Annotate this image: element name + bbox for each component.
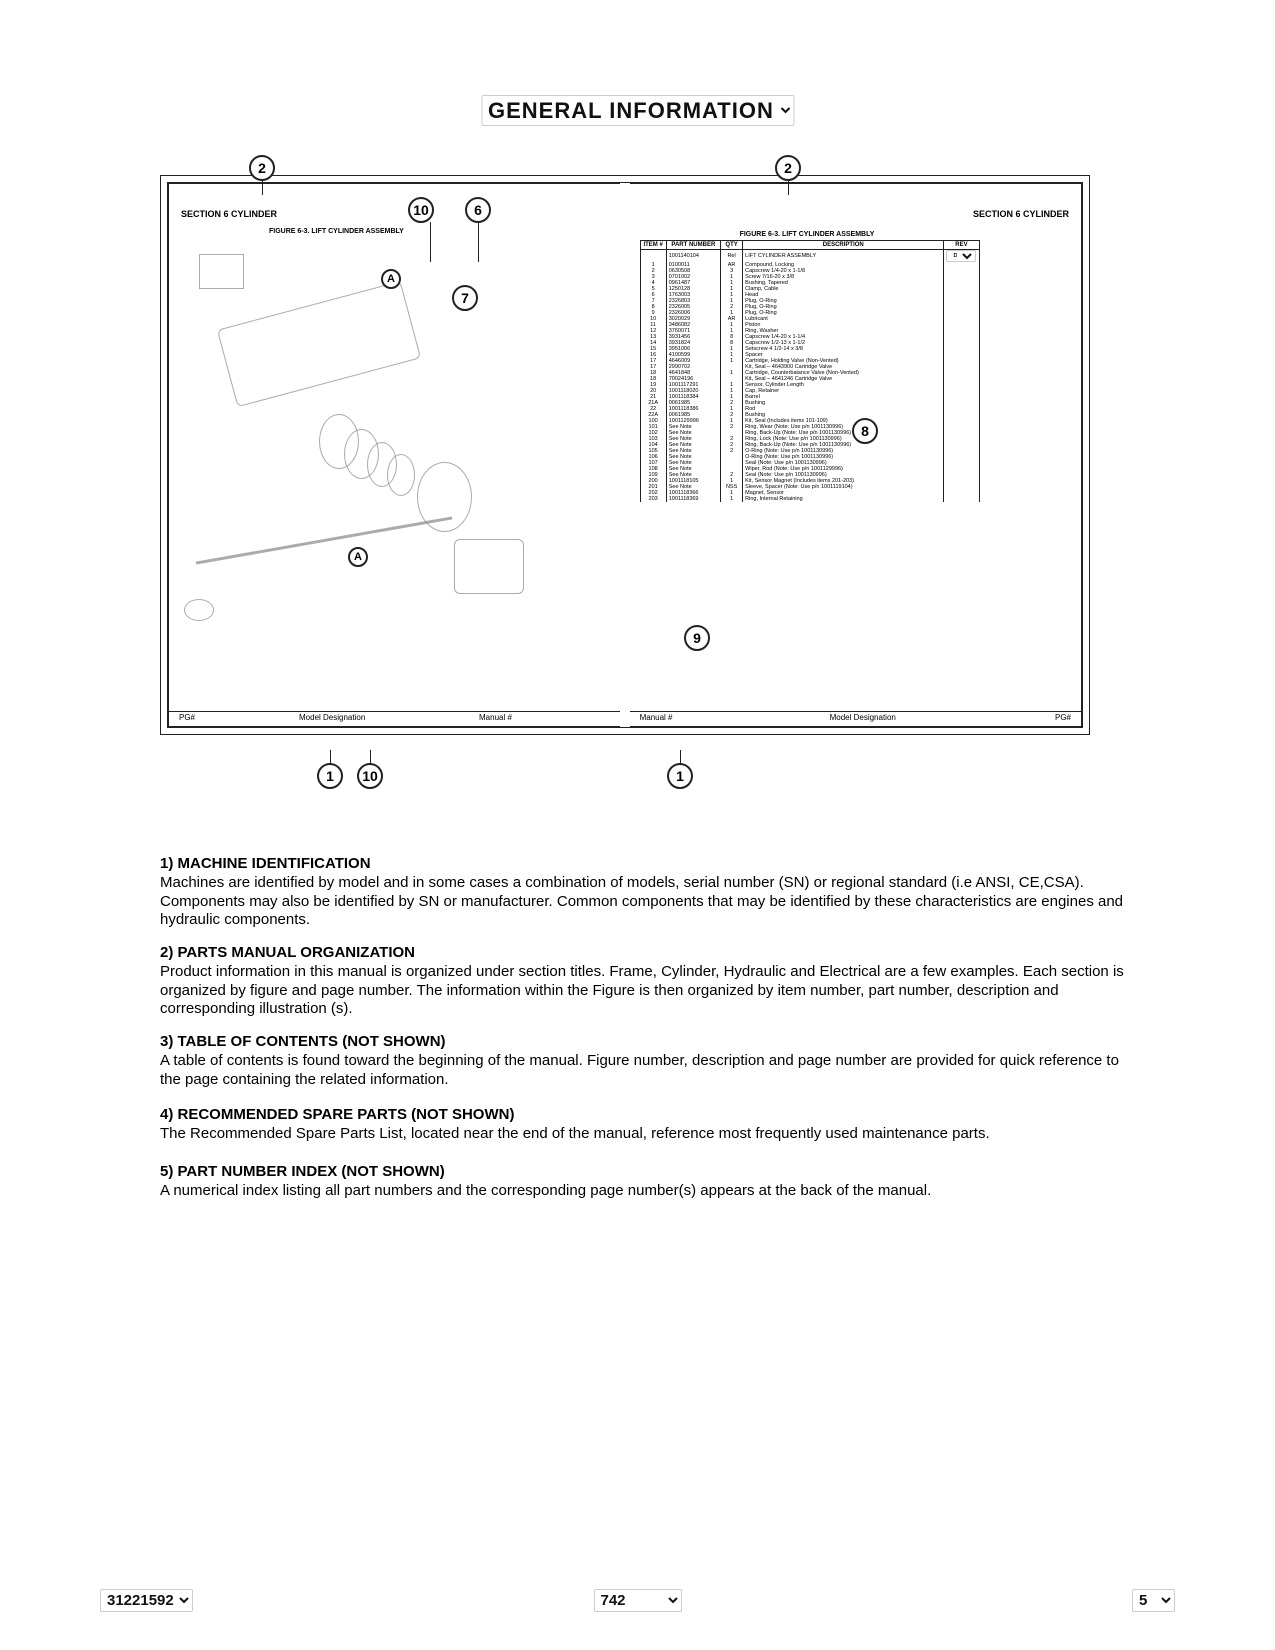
right-footer-manual: Manual # <box>640 713 673 722</box>
callout-2: 2 <box>249 155 275 181</box>
diagram-figure: SECTION 6 CYLINDER FIGURE 6-3. LIFT CYLI… <box>160 175 1090 735</box>
model-dropdown[interactable]: 742740AJ800AJ860SJ1200SJP <box>594 1589 682 1612</box>
parts-header: PART NUMBER <box>666 241 720 250</box>
sketch-eye <box>184 599 214 621</box>
callout-A: A <box>381 269 401 289</box>
section-3: 3) TABLE OF CONTENTS (NOT SHOWN) A table… <box>160 1033 1130 1089</box>
section-4-body: The Recommended Spare Parts List, locate… <box>160 1125 1130 1144</box>
callout-9: 9 <box>684 625 710 651</box>
sketch-box <box>199 254 244 289</box>
left-footer-model: Model Designation <box>299 713 365 722</box>
page-number-dropdown[interactable]: 12345678910 <box>1132 1589 1175 1612</box>
parts-header: REV <box>944 241 979 250</box>
left-footer-manual: Manual # <box>479 713 512 722</box>
parts-table: ITEM #PART NUMBERQTYDESCRIPTIONREV 10011… <box>640 240 980 502</box>
section-1-head: 1) MACHINE IDENTIFICATION <box>160 855 1130 874</box>
page-title-dropdown[interactable]: GENERAL INFORMATIONSECTION 1 FRAMESECTIO… <box>481 95 794 126</box>
left-figure-label: FIGURE 6-3. LIFT CYLINDER ASSEMBLY <box>269 228 404 235</box>
table-row: 20310011183691Ring, Internal Retaining <box>640 496 979 502</box>
table-cell: Ring, Internal Retaining <box>743 496 944 502</box>
section-3-head: 3) TABLE OF CONTENTS (NOT SHOWN) <box>160 1033 1130 1052</box>
callout-2: 2 <box>775 155 801 181</box>
callout-A: A <box>348 547 368 567</box>
callout-1: 1 <box>667 763 693 789</box>
section-3-body: A table of contents is found toward the … <box>160 1052 1130 1090</box>
left-panel: SECTION 6 CYLINDER FIGURE 6-3. LIFT CYLI… <box>168 183 620 727</box>
right-footer-pg: PG# <box>1055 713 1071 722</box>
section-4: 4) RECOMMENDED SPARE PARTS (NOT SHOWN) T… <box>160 1106 1130 1144</box>
callout-10: 10 <box>408 197 434 223</box>
section-1: 1) MACHINE IDENTIFICATION Machines are i… <box>160 855 1130 930</box>
section-5: 5) PART NUMBER INDEX (NOT SHOWN) A numer… <box>160 1163 1130 1201</box>
sketch-ring4 <box>387 454 415 496</box>
sketch-rod <box>196 516 453 564</box>
left-section-heading: SECTION 6 CYLINDER <box>181 209 277 219</box>
section-2-body: Product information in this manual is or… <box>160 963 1130 1019</box>
diagram-inner-frame: SECTION 6 CYLINDER FIGURE 6-3. LIFT CYLI… <box>167 182 1083 728</box>
parts-header: DESCRIPTION <box>743 241 944 250</box>
sketch-hub <box>454 539 524 594</box>
section-5-head: 5) PART NUMBER INDEX (NOT SHOWN) <box>160 1163 1130 1182</box>
parts-header: ITEM # <box>640 241 666 250</box>
section-2-head: 2) PARTS MANUAL ORGANIZATION <box>160 944 1130 963</box>
section-2: 2) PARTS MANUAL ORGANIZATION Product inf… <box>160 944 1130 1019</box>
right-figure-label: FIGURE 6-3. LIFT CYLINDER ASSEMBLY <box>740 231 875 238</box>
callout-8: 8 <box>852 418 878 444</box>
table-cell: ABCDEF <box>944 250 979 263</box>
table-cell: LIFT CYLINDER ASSEMBLY <box>743 250 944 263</box>
parts-header: QTY <box>721 241 743 250</box>
callout-10: 10 <box>357 763 383 789</box>
callout-1: 1 <box>317 763 343 789</box>
table-row: 1001140104RelLIFT CYLINDER ASSEMBLYABCDE… <box>640 250 979 263</box>
section-1-body: Machines are identified by model and in … <box>160 874 1130 930</box>
table-cell: 1001118369 <box>666 496 720 502</box>
left-footer-pg: PG# <box>179 713 195 722</box>
rev-dropdown[interactable]: ABCDEF <box>946 250 976 262</box>
table-cell: 203 <box>640 496 666 502</box>
right-footer-model: Model Designation <box>830 713 896 722</box>
callout-6: 6 <box>465 197 491 223</box>
right-section-heading: SECTION 6 CYLINDER <box>973 209 1069 219</box>
table-cell <box>640 250 666 263</box>
section-5-body: A numerical index listing all part numbe… <box>160 1182 1130 1201</box>
doc-number-dropdown[interactable]: 31221592312115943122006631222008 <box>100 1589 193 1612</box>
table-cell: Rel <box>721 250 743 263</box>
table-cell: 1 <box>721 496 743 502</box>
table-cell <box>944 496 979 502</box>
callout-7: 7 <box>452 285 478 311</box>
sketch-body <box>217 281 421 407</box>
table-cell: 1001140104 <box>666 250 720 263</box>
section-4-head: 4) RECOMMENDED SPARE PARTS (NOT SHOWN) <box>160 1106 1130 1125</box>
